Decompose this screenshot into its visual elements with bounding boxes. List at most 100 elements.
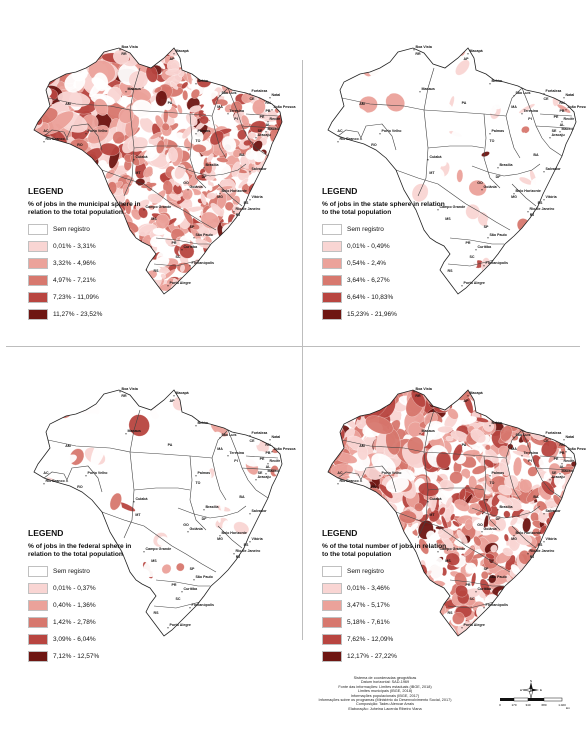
state-border xyxy=(245,113,279,117)
municipality-area xyxy=(273,286,279,292)
municipality-area xyxy=(247,571,259,584)
municipality-area xyxy=(365,390,382,404)
municipality-area xyxy=(457,117,471,130)
municipality-area xyxy=(259,179,270,190)
municipality-area xyxy=(436,157,447,166)
legend-label: 0,01% - 3,46% xyxy=(347,584,390,592)
municipality-area xyxy=(565,498,576,513)
legend-swatch xyxy=(322,291,342,303)
municipality-area xyxy=(143,559,160,578)
municipality-area xyxy=(547,590,568,597)
municipality-area xyxy=(170,81,179,90)
municipality-area xyxy=(564,537,571,547)
legend-row: 15,23% - 21,96% xyxy=(322,308,447,320)
municipality-area xyxy=(87,160,95,170)
municipality-area xyxy=(124,198,132,215)
municipality-area xyxy=(533,50,546,66)
municipality-area xyxy=(349,390,367,406)
municipality-area xyxy=(233,291,247,294)
capital-marker xyxy=(187,531,189,533)
capital-marker xyxy=(489,83,491,85)
municipality-area xyxy=(209,130,224,146)
legend-swatch xyxy=(28,565,48,577)
vertical-divider xyxy=(302,60,303,640)
legend-row: Sem registro xyxy=(322,223,447,235)
capital-label: Rio Branco xyxy=(340,137,360,141)
municipality-area xyxy=(531,630,544,636)
municipality-area xyxy=(275,212,282,221)
legend-swatch xyxy=(28,582,48,594)
municipality-area xyxy=(227,626,242,636)
capital-label: Fortaleza xyxy=(546,89,563,93)
municipality-area xyxy=(222,273,230,278)
municipality-area xyxy=(242,244,256,254)
municipality-area xyxy=(224,283,236,294)
municipality-area xyxy=(160,273,166,279)
legend-label: 5,18% - 7,61% xyxy=(347,618,390,626)
capital-marker xyxy=(125,91,127,93)
state-border xyxy=(241,125,277,129)
municipality-area xyxy=(328,390,340,404)
municipality-area xyxy=(261,277,270,283)
municipality-area xyxy=(227,273,238,288)
state-label: RS xyxy=(154,269,160,273)
capital-marker xyxy=(337,483,339,485)
capital-marker xyxy=(181,591,183,593)
capital-marker xyxy=(233,211,235,213)
capital-marker xyxy=(419,433,421,435)
municipality-area xyxy=(540,395,551,401)
municipality-area xyxy=(262,178,275,191)
municipality-area xyxy=(472,250,478,263)
legend-swatch xyxy=(322,274,342,286)
municipality-area xyxy=(196,53,206,67)
municipality-area xyxy=(148,204,155,211)
legend-row: 1,42% - 2,78% xyxy=(28,616,153,628)
municipality-area xyxy=(541,586,552,597)
municipality-area xyxy=(240,453,247,460)
municipality-area xyxy=(347,508,355,521)
municipality-area xyxy=(261,254,275,269)
municipality-area xyxy=(328,394,335,411)
municipality-area xyxy=(455,59,470,76)
municipality-area xyxy=(521,275,535,282)
municipality-area xyxy=(511,610,529,620)
municipality-area xyxy=(468,180,487,196)
municipality-area xyxy=(218,253,235,268)
municipality-area xyxy=(518,404,525,417)
municipality-area xyxy=(484,391,492,409)
municipality-area xyxy=(143,166,153,178)
municipality-area xyxy=(257,259,266,268)
capital-label: Belém xyxy=(198,79,209,83)
municipality-area xyxy=(541,132,558,149)
state-border xyxy=(171,545,217,573)
capital-label: Palmas xyxy=(198,471,211,475)
municipality-area xyxy=(34,144,49,158)
state-border xyxy=(171,203,217,231)
municipality-area xyxy=(330,515,341,526)
state-label: SE xyxy=(258,471,263,475)
municipality-area xyxy=(519,397,534,412)
municipality-area xyxy=(546,605,560,625)
municipality-area xyxy=(211,54,220,69)
state-label: SE xyxy=(552,129,557,133)
state-border xyxy=(129,451,213,459)
municipality-area xyxy=(245,457,262,467)
municipality-area xyxy=(42,48,59,72)
capital-label: Vitória xyxy=(546,537,558,541)
municipality-area xyxy=(531,600,539,613)
municipality-area xyxy=(213,604,226,617)
municipality-area xyxy=(265,233,278,248)
legend-swatch xyxy=(28,616,48,628)
municipality-area xyxy=(235,233,245,246)
municipality-area xyxy=(465,204,481,220)
municipality-area xyxy=(342,484,356,500)
municipality-area xyxy=(272,486,282,497)
capital-label: Vitória xyxy=(252,537,264,541)
municipality-area xyxy=(200,211,220,229)
municipality-area xyxy=(41,61,57,75)
state-label: MT xyxy=(135,171,141,175)
capital-label: Porto Velho xyxy=(382,471,403,475)
state-label: PR xyxy=(466,241,471,245)
municipality-area xyxy=(544,545,552,564)
municipality-area xyxy=(55,48,81,66)
